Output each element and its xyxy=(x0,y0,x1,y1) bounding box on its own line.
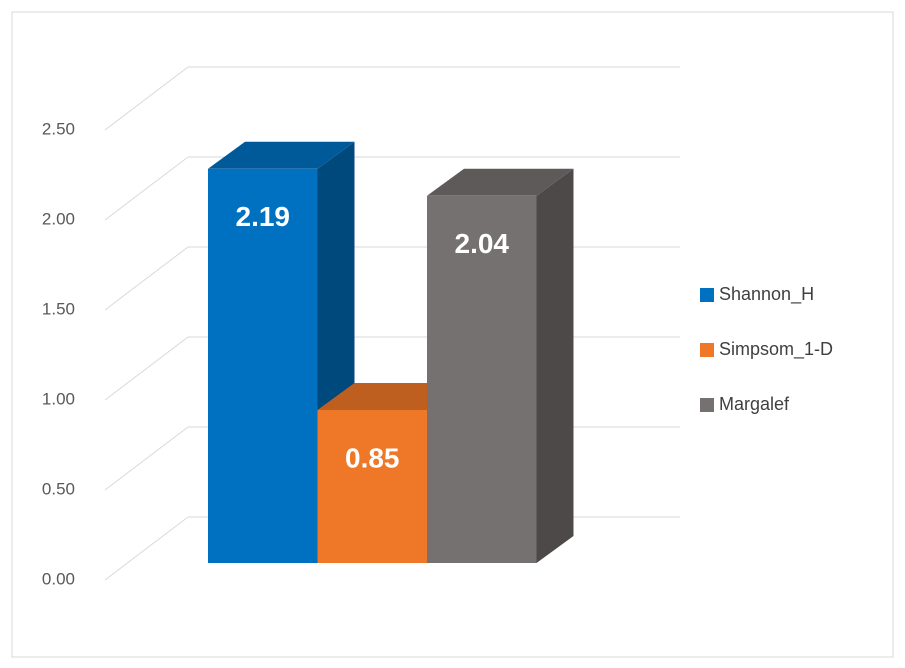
legend-label: Simpsom_1-D xyxy=(719,339,833,360)
legend-swatch xyxy=(700,288,714,302)
y-tick-label: 0.50 xyxy=(42,479,75,498)
legend-swatch xyxy=(700,398,714,412)
grid-line xyxy=(104,336,189,401)
value-label: 0.85 xyxy=(345,442,400,473)
legend-swatch xyxy=(700,343,714,357)
legend-label: Margalef xyxy=(719,394,790,414)
value-label: 2.19 xyxy=(236,201,291,232)
bar xyxy=(208,168,318,564)
bar-top xyxy=(208,141,355,169)
value-label: 2.04 xyxy=(455,228,510,259)
grid-line xyxy=(104,426,189,491)
bar xyxy=(427,195,537,564)
legend-label: Shannon_H xyxy=(719,284,814,305)
y-tick-label: 0.00 xyxy=(42,569,75,588)
grid-line xyxy=(104,246,189,311)
bar-top xyxy=(427,168,574,196)
grid-line xyxy=(104,516,189,581)
y-tick-label: 2.00 xyxy=(42,209,75,228)
grid-line xyxy=(104,66,189,131)
bar xyxy=(317,410,427,563)
y-tick-label: 1.50 xyxy=(42,299,75,318)
grid-line xyxy=(104,156,189,221)
y-tick-label: 2.50 xyxy=(42,119,75,138)
y-tick-label: 1.00 xyxy=(42,389,75,408)
bar-side xyxy=(536,168,574,564)
